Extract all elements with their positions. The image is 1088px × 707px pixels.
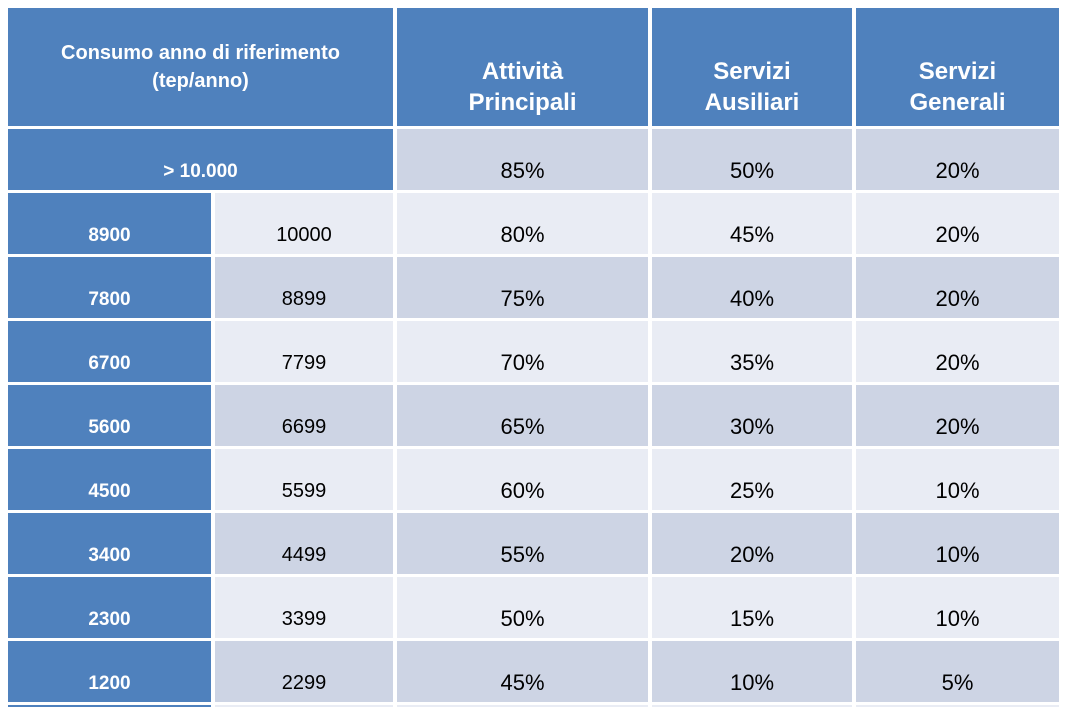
range-min-cell: 1200 [8,641,211,702]
generali-pct-cell: 10% [856,577,1059,638]
ausiliari-pct-cell: 25% [652,449,852,510]
table-row: 100 1199 40% 5% 5% [8,705,1059,707]
table-row: 3400 4499 55% 20% 10% [8,513,1059,574]
generali-pct-cell: 5% [856,641,1059,702]
ausiliari-pct-cell: 35% [652,321,852,382]
ausiliari-pct-cell: 10% [652,641,852,702]
ausiliari-pct-cell: 5% [652,705,852,707]
header-attivita-line2: Principali [468,88,577,116]
generali-pct-cell: 10% [856,449,1059,510]
generali-pct-cell: 5% [856,705,1059,707]
range-min-cell: 8900 [8,193,211,254]
consumption-reference-table: Consumo anno di riferimento (tep/anno) A… [4,5,1063,707]
generali-pct-cell: 20% [856,257,1059,318]
range-max-cell: 1199 [215,705,393,707]
header-generali-cell: Servizi Generali [856,8,1059,126]
ausiliari-pct-cell: 40% [652,257,852,318]
range-max-cell: 5599 [215,449,393,510]
ausiliari-pct-cell: 20% [652,513,852,574]
range-max-cell: 3399 [215,577,393,638]
header-consumo-line1: Consumo anno di riferimento [61,42,340,64]
range-min-cell: 7800 [8,257,211,318]
attivita-pct-cell: 85% [397,129,648,190]
attivita-pct-cell: 45% [397,641,648,702]
range-min-cell: 6700 [8,321,211,382]
attivita-pct-cell: 65% [397,385,648,446]
table-row: 7800 8899 75% 40% 20% [8,257,1059,318]
range-max-cell: 7799 [215,321,393,382]
table-row: 5600 6699 65% 30% 20% [8,385,1059,446]
range-max-cell: 10000 [215,193,393,254]
table-row-gt-10000: > 10.000 85% 50% 20% [8,129,1059,190]
range-cell: > 10.000 [8,129,393,190]
generali-pct-cell: 10% [856,513,1059,574]
generali-pct-cell: 20% [856,193,1059,254]
header-ausiliari-cell: Servizi Ausiliari [652,8,852,126]
range-min-cell: 2300 [8,577,211,638]
table-row: 8900 10000 80% 45% 20% [8,193,1059,254]
header-consumo-cell: Consumo anno di riferimento (tep/anno) [8,8,393,126]
table-row: 2300 3399 50% 15% 10% [8,577,1059,638]
header-attivita-cell: Attività Principali [397,8,648,126]
header-consumo-line2: (tep/anno) [152,70,249,92]
generali-pct-cell: 20% [856,129,1059,190]
range-max-cell: 6699 [215,385,393,446]
attivita-pct-cell: 55% [397,513,648,574]
range-min-cell: 5600 [8,385,211,446]
range-max-cell: 4499 [215,513,393,574]
header-generali-line2: Generali [909,88,1006,116]
ausiliari-pct-cell: 50% [652,129,852,190]
attivita-pct-cell: 40% [397,705,648,707]
table-row: 6700 7799 70% 35% 20% [8,321,1059,382]
attivita-pct-cell: 80% [397,193,648,254]
ausiliari-pct-cell: 15% [652,577,852,638]
header-attivita-line1: Attività [481,57,564,85]
ausiliari-pct-cell: 30% [652,385,852,446]
table-row: 4500 5599 60% 25% 10% [8,449,1059,510]
attivita-pct-cell: 60% [397,449,648,510]
range-min-cell: 100 [8,705,211,707]
generali-pct-cell: 20% [856,385,1059,446]
range-min-cell: 4500 [8,449,211,510]
header-generali-line1: Servizi [918,57,997,85]
attivita-pct-cell: 75% [397,257,648,318]
range-max-cell: 8899 [215,257,393,318]
attivita-pct-cell: 70% [397,321,648,382]
attivita-pct-cell: 50% [397,577,648,638]
generali-pct-cell: 20% [856,321,1059,382]
table-row: 1200 2299 45% 10% 5% [8,641,1059,702]
ausiliari-pct-cell: 45% [652,193,852,254]
header-ausiliari-line1: Servizi [713,57,791,85]
header-ausiliari-line2: Ausiliari [704,88,800,116]
range-max-cell: 2299 [215,641,393,702]
range-min-cell: 3400 [8,513,211,574]
table-header-row: Consumo anno di riferimento (tep/anno) A… [8,8,1059,126]
